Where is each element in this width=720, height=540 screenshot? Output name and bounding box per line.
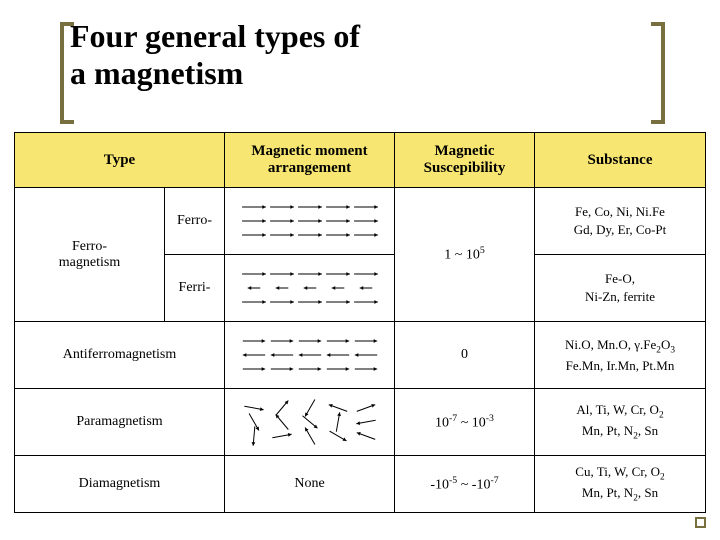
cell-para-susceptibility: 10-7 ~ 10-3 <box>395 389 535 456</box>
cell-ferri-substance: Fe-O,Ni-Zn, ferrite <box>535 255 706 322</box>
footer-square-icon <box>695 517 706 528</box>
title-line-2: a magnetism <box>70 55 243 91</box>
cell-antiferro-susceptibility: 0 <box>395 322 535 389</box>
row-para: Paramagnetism 10-7 ~ 10-3 Al, Ti, W, Cr,… <box>15 389 706 456</box>
table-header-row: Type Magnetic moment arrangement Magneti… <box>15 133 706 188</box>
col-header-arrangement: Magnetic moment arrangement <box>225 133 395 188</box>
cell-ferromagnetism-group: Ferro-magnetism <box>15 188 165 322</box>
cell-ferri-label: Ferri- <box>165 255 225 322</box>
col-header-substance: Substance <box>535 133 706 188</box>
cell-dia-label: Diamagnetism <box>15 456 225 513</box>
cell-dia-substance: Cu, Ti, W, Cr, O2Mn, Pt, N2, Sn <box>535 456 706 513</box>
cell-dia-susceptibility: -10-5 ~ -10-7 <box>395 456 535 513</box>
col-header-type: Type <box>15 133 225 188</box>
cell-ferro-label: Ferro- <box>165 188 225 255</box>
cell-antiferro-substance: Ni.O, Mn.O, γ.Fe2O3Fe.Mn, Ir.Mn, Pt.Mn <box>535 322 706 389</box>
cell-para-substance: Al, Ti, W, Cr, O2Mn, Pt, N2, Sn <box>535 389 706 456</box>
cell-ferro-susceptibility: 1 ~ 105 <box>395 188 535 322</box>
slide-title: Four general types of a magnetism <box>70 18 660 92</box>
row-antiferro: Antiferromagnetism 0 Ni.O, Mn.O, γ.Fe2O3… <box>15 322 706 389</box>
magnetism-table: Type Magnetic moment arrangement Magneti… <box>14 132 706 513</box>
col-header-susceptibility: Magnetic Suscepibility <box>395 133 535 188</box>
cell-ferro-substance: Fe, Co, Ni, Ni.FeGd, Dy, Er, Co-Pt <box>535 188 706 255</box>
cell-para-arrangement <box>225 389 395 456</box>
cell-ferri-arrangement <box>225 255 395 322</box>
title-line-1: Four general types of <box>70 18 360 54</box>
cell-ferro-arrangement <box>225 188 395 255</box>
row-dia: Diamagnetism None -10-5 ~ -10-7 Cu, Ti, … <box>15 456 706 513</box>
row-ferro: Ferro-magnetism Ferro- 1 ~ 105 Fe, Co, N… <box>15 188 706 255</box>
cell-dia-arrangement: None <box>225 456 395 513</box>
cell-antiferro-arrangement <box>225 322 395 389</box>
cell-antiferro-label: Antiferromagnetism <box>15 322 225 389</box>
cell-para-label: Paramagnetism <box>15 389 225 456</box>
